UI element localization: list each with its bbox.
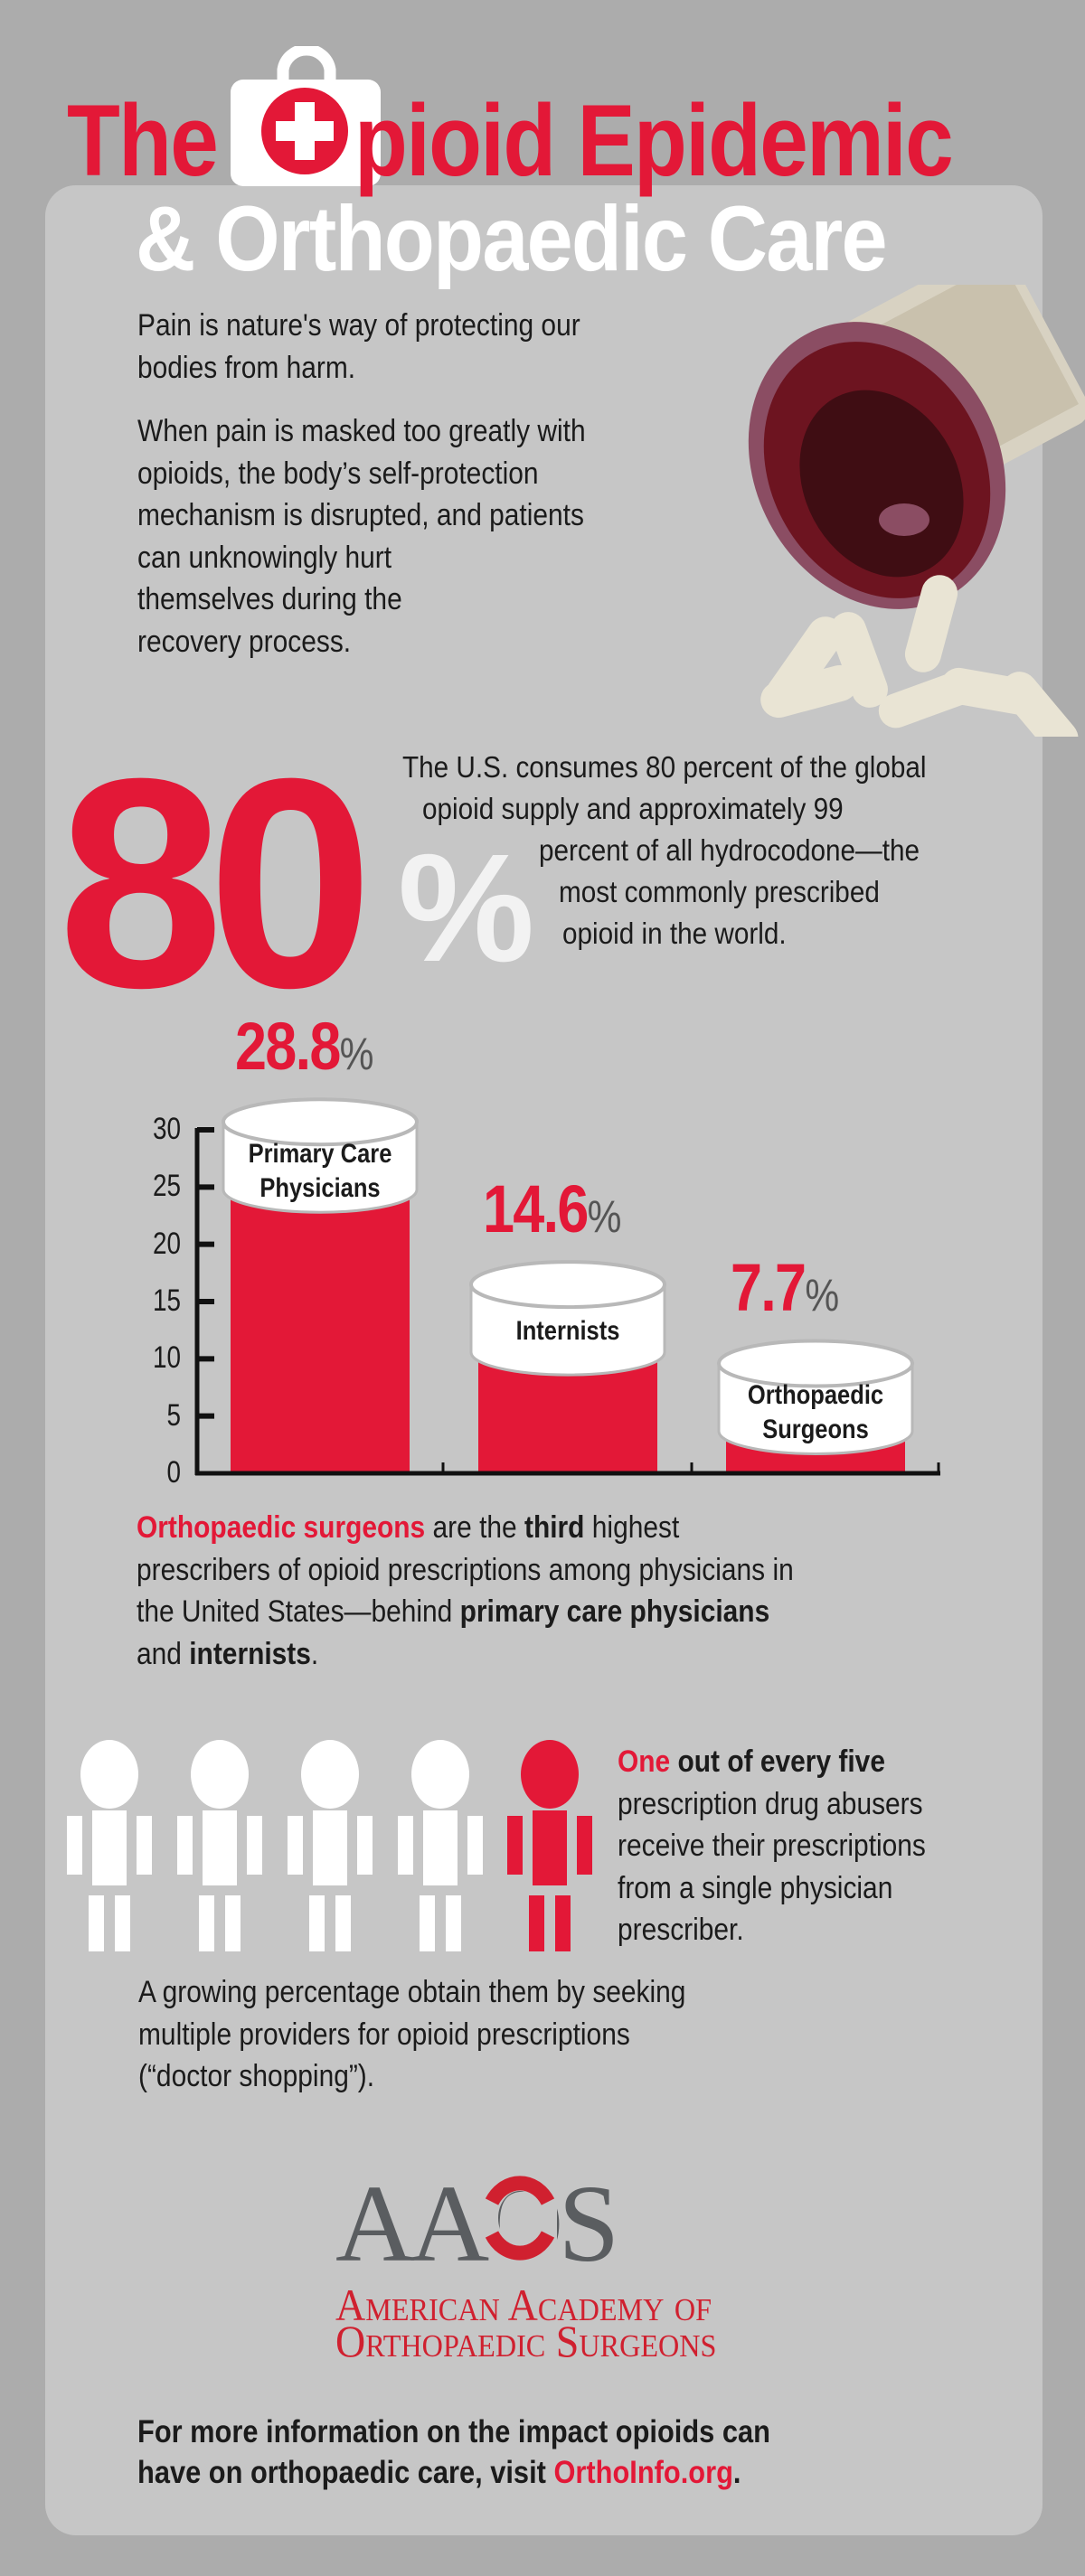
stat-80-text-line: percent of all hydrocodone—the [539,833,920,867]
intro-paragraph-1: Pain is nature's way of protecting our b… [137,305,580,389]
medical-bag-cross-icon [231,46,381,186]
text-line: and internists. [137,1633,794,1676]
text: highest [584,1510,680,1545]
subtitle: & Orthopaedic Care [136,187,888,290]
people-figures [67,1740,592,1951]
aaos-logo-letters: AAOS [335,2163,619,2285]
aaos-name-line2: Orthopaedic Surgeons [335,2316,717,2366]
text-line: prescriber. [618,1913,744,1947]
person-highlighted-icon [507,1740,592,1951]
text-line: receive their prescriptions [618,1829,926,1863]
footer: For more information on the impact opioi… [137,2411,770,2493]
stat-80-text-line: most commonly prescribed [559,875,880,908]
title-rest: pioid Epidemic [354,84,954,197]
orthoinfo-link[interactable]: OrthoInfo.org [553,2455,733,2490]
person-icon [177,1740,262,1951]
text-line: (“doctor shopping”). [138,2059,375,2093]
text-line: For more information on the impact opioi… [137,2414,770,2449]
text-line: from a single physician [618,1870,893,1905]
aaos-logo-swoosh-icon [483,2175,557,2261]
stat-80-percent-sign: % [398,823,535,994]
text-line: recovery process. [137,624,352,659]
bold-third: third [524,1510,585,1545]
bold-primary-care: primary care physicians [459,1594,770,1629]
text-line: mechanism is disrupted, and patients [137,498,584,532]
text-line: themselves during the [137,582,402,616]
aaos-logo: AAOS [335,2169,634,2280]
stat-80-text-line: opioid supply and approximately 99 [422,792,844,825]
pill-bottle-illustration [748,285,1085,737]
text: are the [425,1510,524,1545]
text-line: opioids, the body’s self-protection [137,456,539,491]
text-line: prescribers of opioid prescriptions amon… [137,1552,794,1587]
stat-80-text-line: The U.S. consumes 80 percent of the glob… [402,750,927,784]
bold-internists: internists [189,1636,311,1671]
person-icon [288,1740,373,1951]
doctor-shopping-text: A growing percentage obtain them by seek… [138,1971,685,2098]
text-line: A growing percentage obtain them by seek… [138,1975,686,2009]
text: the United States—behind [137,1594,460,1629]
text: . [732,2455,741,2490]
text: and [137,1636,190,1671]
stat-80-text-line: opioid in the world. [562,917,787,950]
one-in-five-text: One out of every five prescription drug … [618,1741,926,1951]
aaos-name-line1: American Academy of [335,2280,712,2330]
intro-paragraph-2: When pain is masked too greatly with opi… [137,410,586,663]
chart-caption: Orthopaedic surgeons are the third highe… [137,1507,794,1675]
text-line: One out of every five [618,1741,926,1783]
text-line: bodies from harm. [137,350,356,385]
person-icon [67,1740,152,1951]
text-line: Orthopaedic surgeons are the third highe… [137,1507,794,1549]
text-line: the United States—behind primary care ph… [137,1591,794,1633]
highlight-orthopaedic-surgeons: Orthopaedic surgeons [137,1510,426,1545]
text: out of every five [670,1744,885,1779]
text-line: can unknowingly hurt [137,540,392,575]
text-line: When pain is masked too greatly with [137,414,586,448]
highlight-one: One [618,1744,671,1779]
text: have on orthopaedic care, visit [137,2455,554,2490]
text-line: Pain is nature's way of protecting our [137,308,580,343]
person-icon [398,1740,483,1951]
text-line: have on orthopaedic care, visit OrthoInf… [137,2452,770,2493]
text: . [310,1636,319,1671]
title-the: The [67,84,219,197]
text-line: prescription drug abusers [618,1786,923,1821]
stat-80-number: 80 [58,716,373,1049]
text-line: multiple providers for opioid prescripti… [138,2017,630,2052]
